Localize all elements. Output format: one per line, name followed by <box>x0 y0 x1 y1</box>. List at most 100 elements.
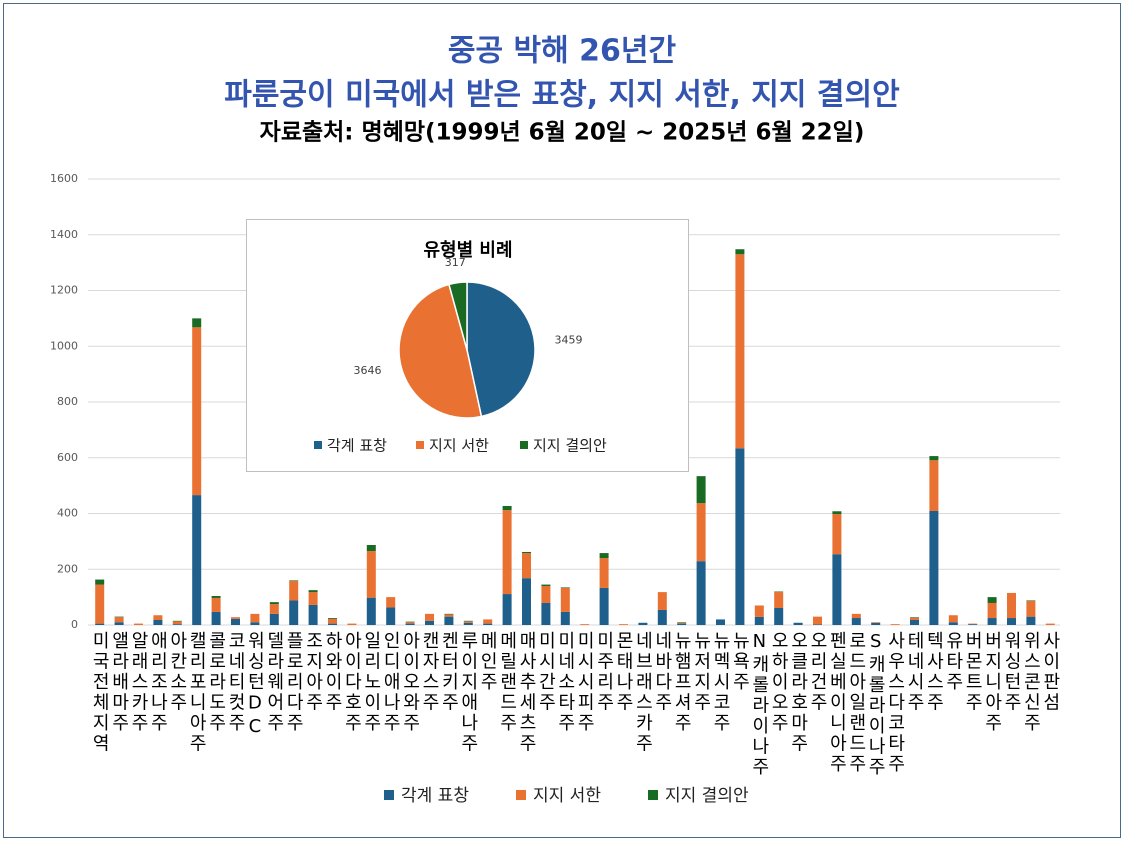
bar-segment <box>269 602 279 605</box>
bar-segment <box>483 623 493 625</box>
bar-segment <box>929 456 939 461</box>
bar-segment <box>211 611 221 625</box>
y-tick-label: 800 <box>57 395 78 408</box>
x-tick-label: 아이다호주 <box>341 631 362 734</box>
bar-segment <box>735 249 745 255</box>
bar-segment <box>910 619 919 625</box>
bar-segment <box>968 624 978 625</box>
bar-segment <box>774 592 784 608</box>
pie-slice <box>398 283 483 419</box>
bar-segment <box>929 510 939 625</box>
y-tick-label: 1000 <box>50 339 78 352</box>
bar-segment <box>657 609 667 625</box>
legend-label: 지지 결의안 <box>665 786 749 806</box>
x-tick-label: 뉴멕시코주 <box>710 631 731 734</box>
bar-segment <box>192 327 202 496</box>
bar-segment <box>599 558 609 588</box>
bar-segment <box>463 620 473 622</box>
x-tick-label: 워싱턴주 <box>1001 631 1022 713</box>
bar-segment <box>677 622 687 623</box>
bar-segment <box>308 592 318 605</box>
x-tick-label: 캘리포니아주 <box>186 631 207 754</box>
x-tick-label: 조지아주 <box>303 631 324 713</box>
x-tick-label: 네바다주 <box>652 631 673 713</box>
bar-segment <box>231 617 240 619</box>
bar-segment <box>211 596 221 598</box>
bar-segment <box>735 254 745 449</box>
bar-segment <box>269 613 279 625</box>
bar-segment <box>153 619 163 625</box>
bar-segment <box>832 514 842 555</box>
x-tick-label: 펜실베이니아주 <box>826 631 847 775</box>
bar-segment <box>328 618 337 624</box>
x-tick-label: 뉴햄프셔주 <box>671 631 692 734</box>
x-tick-label: 인디애나주 <box>380 631 401 734</box>
bar-segment <box>560 611 570 625</box>
bar-segment <box>619 624 628 625</box>
pie-value-label: 3646 <box>354 364 382 377</box>
bar-segment <box>522 578 531 625</box>
bar-segment <box>425 620 434 625</box>
legend-swatch <box>516 790 526 800</box>
x-tick-label: 위스콘신주 <box>1020 631 1041 734</box>
bar-segment <box>793 622 803 625</box>
bar-segment <box>250 622 260 625</box>
x-tick-label: 매사추세츠주 <box>516 631 537 754</box>
bar-segment <box>134 623 143 625</box>
bar-segment <box>813 624 822 625</box>
x-tick-label: 오클라호마주 <box>788 631 809 754</box>
bar-segment <box>192 495 202 625</box>
bar-segment <box>1026 601 1036 617</box>
x-tick-label: 뉴욕주 <box>729 631 750 693</box>
bar-segment <box>541 602 551 625</box>
legend-label: 각계 표창 <box>401 786 469 806</box>
bar-segment <box>289 600 299 625</box>
y-tick-label: 400 <box>57 507 78 520</box>
x-tick-label: 하와이주 <box>322 631 343 713</box>
bar-segment <box>483 619 493 624</box>
bar-segment <box>463 621 473 623</box>
x-tick-label: S캐롤라이나주 <box>865 631 886 778</box>
bar-segment <box>832 554 842 625</box>
x-tick-label: 텍사스주 <box>923 631 944 713</box>
x-tick-label: 미시간주 <box>535 631 556 713</box>
bar-segment <box>541 585 551 603</box>
x-tick-label: 테네시주 <box>904 631 925 713</box>
bar-segment <box>153 615 163 620</box>
x-tick-label: 미시시피주 <box>574 631 595 734</box>
x-tick-label: 사이판섬 <box>1040 631 1061 713</box>
x-tick-label: 워싱턴DC <box>244 631 265 740</box>
bar-segment <box>328 623 337 625</box>
bar-segment <box>754 605 764 617</box>
x-tick-label: 플로리다주 <box>283 631 304 734</box>
x-tick-label: 오하이오주 <box>768 631 789 734</box>
bar-segment <box>308 604 318 625</box>
bar-segment <box>1026 600 1036 602</box>
x-tick-label: N캐롤라이나주 <box>749 631 770 778</box>
bar-segment <box>541 584 551 586</box>
bar-segment <box>463 622 473 625</box>
x-tick-label: 로드아일랜드주 <box>846 631 867 775</box>
bar-segment <box>560 587 570 612</box>
bar-segment <box>890 624 900 625</box>
bar-segment <box>774 591 784 593</box>
legend-label: 각계 표창 <box>327 437 387 455</box>
bar-segment <box>405 621 415 623</box>
chart-title: 파룬궁이 미국에서 받은 표창, 지지 서한, 지지 결의안 <box>224 78 900 113</box>
bar-segment <box>405 623 415 625</box>
bar-segment <box>1026 616 1036 625</box>
x-tick-label: 일리노이주 <box>361 631 382 734</box>
bar-segment <box>444 613 454 615</box>
bar-segment <box>599 553 609 559</box>
bar-segment <box>657 592 667 610</box>
bar-segment <box>269 604 279 614</box>
bar-segment <box>910 617 919 620</box>
x-tick-label: 앨라배마주 <box>109 631 130 734</box>
bar-segment <box>677 622 687 624</box>
bar-segment <box>987 602 997 619</box>
bar-segment <box>851 618 861 625</box>
bar-segment <box>774 607 784 625</box>
bar-segment <box>1007 592 1016 619</box>
x-tick-label: 코네티컷주 <box>225 631 246 734</box>
